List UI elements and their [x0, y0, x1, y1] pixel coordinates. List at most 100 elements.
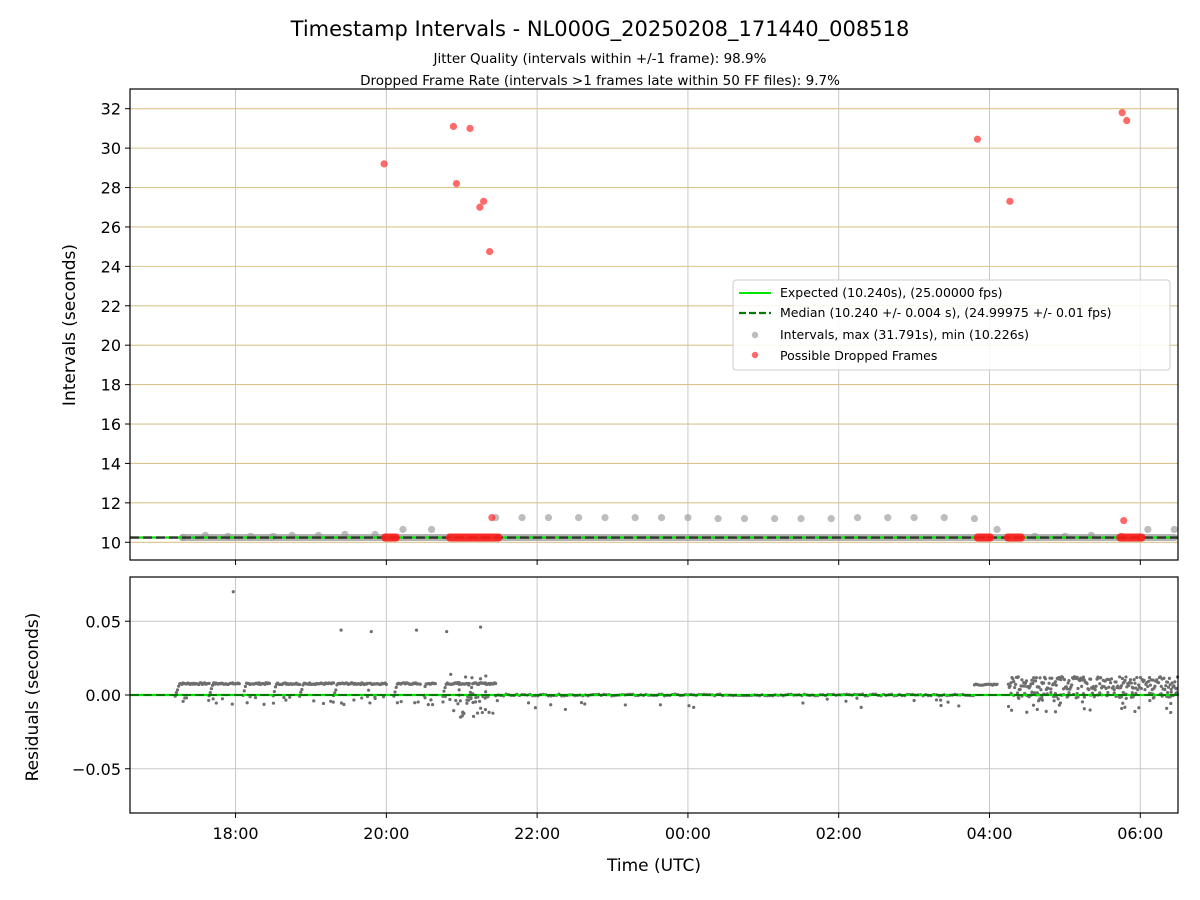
residual-point	[461, 711, 465, 715]
interval-point	[740, 515, 749, 523]
residual-point	[284, 698, 288, 702]
residual-point	[245, 701, 249, 705]
residual-point	[1046, 686, 1050, 690]
residual-point	[1054, 683, 1058, 687]
residual-point	[1136, 688, 1140, 692]
residual-point	[1104, 686, 1108, 690]
intervals-axes-frame	[129, 88, 1179, 561]
residual-point	[414, 628, 419, 632]
dropped-frame-point	[480, 197, 488, 205]
legend: Expected (10.240s), (25.00000 fps) Media…	[732, 279, 1171, 371]
residual-point	[1108, 681, 1113, 685]
residual-point	[934, 698, 939, 702]
residual-point	[1076, 686, 1080, 691]
intervals-y-tick-label: 30	[101, 139, 121, 158]
dropped-frames-cluster	[1116, 533, 1146, 542]
residual-point	[1153, 684, 1157, 688]
residual-point	[1111, 685, 1115, 689]
legend-intervals-label: Intervals, max (31.791s), min (10.226s)	[780, 327, 1029, 342]
residual-point	[426, 703, 430, 707]
residual-point	[1065, 687, 1069, 691]
residual-point	[267, 681, 272, 686]
legend-intervals-swatch	[751, 331, 759, 339]
residual-point	[1127, 683, 1131, 688]
residual-point	[237, 682, 241, 686]
residual-point	[1050, 676, 1054, 680]
residual-point	[1169, 701, 1173, 706]
residual-point	[1151, 696, 1155, 700]
residual-point	[1128, 678, 1133, 682]
chart-subtitle-dropped: Dropped Frame Rate (intervals >1 frames …	[360, 73, 840, 89]
residual-point	[209, 687, 213, 691]
residual-point	[1146, 679, 1151, 683]
residual-point	[339, 701, 344, 705]
dropped-frame-point	[449, 122, 458, 131]
interval-point	[684, 514, 692, 522]
x-tick-label: 18:00	[212, 824, 258, 843]
residual-point	[271, 701, 276, 705]
residual-point	[495, 699, 499, 703]
residual-point	[1119, 684, 1124, 688]
residual-point	[1080, 684, 1084, 688]
residual-point	[526, 701, 531, 705]
residual-point	[957, 704, 961, 708]
residual-point	[452, 709, 456, 713]
residual-point	[429, 698, 433, 702]
residual-point	[441, 700, 445, 704]
residual-point	[211, 697, 215, 701]
residual-point	[1120, 676, 1124, 681]
intervals-panel: 10 12 14 16 18 20 22 24 26 28 30 32 Intervals (seco…	[60, 88, 1179, 565]
residual-point	[1165, 690, 1170, 695]
interval-point	[575, 514, 583, 522]
residual-point	[469, 695, 473, 700]
residual-point	[467, 683, 471, 687]
residual-point	[1139, 686, 1143, 691]
residual-point	[1146, 684, 1150, 689]
legend-expected-label: Expected (10.240s), (25.00000 fps)	[780, 285, 1002, 300]
residual-point	[177, 684, 181, 688]
residual-point	[1049, 690, 1053, 695]
residual-point	[477, 699, 482, 703]
dropped-frame-point	[1006, 197, 1014, 205]
residual-point	[1148, 699, 1152, 703]
residual-point	[329, 699, 333, 703]
interval-point	[601, 514, 609, 522]
intervals-y-tick-label: 10	[101, 533, 121, 552]
dropped-frames-series	[380, 109, 1146, 542]
x-tick-label: 22:00	[514, 824, 560, 843]
residual-point	[1052, 699, 1056, 703]
residual-point	[1012, 679, 1016, 684]
interval-point	[827, 515, 835, 523]
chart-title: Timestamp Intervals - NL000G_20250208_17…	[290, 17, 910, 42]
interval-point	[518, 514, 526, 522]
residual-point	[1129, 681, 1134, 685]
residual-point	[413, 701, 417, 705]
residual-point	[458, 699, 462, 703]
residual-point	[476, 695, 480, 699]
x-tick-label: 00:00	[665, 824, 711, 843]
residual-point	[454, 698, 458, 703]
residual-point	[1133, 709, 1137, 714]
residual-point	[1006, 704, 1011, 709]
residuals-x-ticks: 18:00 20:00 22:00 00:00 02:00 04:00 06:00	[212, 813, 1163, 843]
residual-point	[939, 703, 943, 708]
residual-point	[272, 689, 276, 694]
residual-point	[1085, 682, 1089, 686]
residual-point	[579, 701, 584, 705]
residual-point	[844, 699, 848, 703]
chart-subtitle-jitter: Jitter Quality (intervals within +/-1 fr…	[433, 51, 767, 67]
residual-point	[946, 700, 950, 704]
residual-point	[1165, 706, 1169, 710]
residual-point	[687, 704, 691, 708]
dropped-frames-cluster	[381, 533, 400, 542]
residual-point	[298, 682, 302, 687]
residual-point	[1143, 688, 1147, 692]
x-axis-label: Time (UTC)	[606, 856, 701, 876]
residual-point	[175, 688, 180, 692]
residual-point	[1042, 681, 1046, 685]
residual-point	[1131, 686, 1135, 690]
residual-point	[1011, 677, 1015, 681]
residual-point	[1009, 681, 1013, 685]
residual-point	[1067, 691, 1071, 695]
residual-point	[473, 700, 478, 704]
